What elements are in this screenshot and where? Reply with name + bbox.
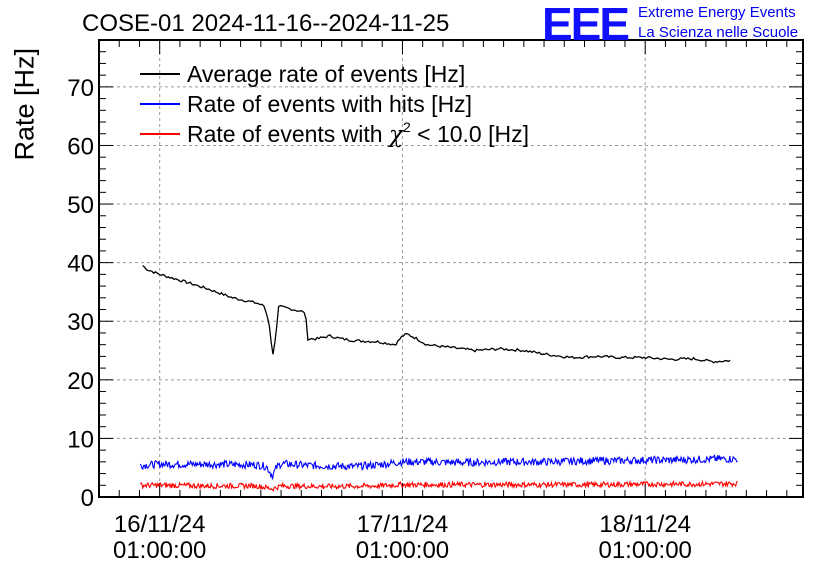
eee-logo: EEE <box>542 0 630 50</box>
legend-entry: Rate of events with hits [Hz] <box>187 91 472 117</box>
x-tick-label: 16/11/24 <box>114 511 206 538</box>
x-tick-label: 18/11/24 <box>599 511 691 538</box>
y-tick-label: 40 <box>67 251 94 278</box>
x-tick-label-time: 01:00:00 <box>113 537 206 564</box>
logo-caption-line1: Extreme Energy Events <box>638 4 796 21</box>
series-line-average-rate <box>142 265 731 364</box>
series-line-chi2-rate <box>139 479 738 492</box>
y-tick-label: 50 <box>67 192 94 219</box>
y-tick-label: 30 <box>67 309 94 336</box>
y-tick-label: 70 <box>67 75 94 102</box>
x-tick-label-time: 01:00:00 <box>598 537 691 564</box>
plot-frame <box>98 39 804 498</box>
y-tick-label: 60 <box>67 133 94 160</box>
chart-title: COSE-01 2024-11-16--2024-11-25 <box>82 10 450 37</box>
legend-entry: Average rate of events [Hz] <box>187 61 465 87</box>
y-tick-label: 10 <box>67 426 94 453</box>
series-line-hits-rate <box>139 454 738 480</box>
x-tick-label-time: 01:00:00 <box>356 537 449 564</box>
y-tick-label: 20 <box>67 368 94 395</box>
x-tick-label: 17/11/24 <box>357 511 449 538</box>
logo-caption-line2: La Scienza nelle Scuole <box>638 24 799 41</box>
y-tick-label: 0 <box>81 485 94 512</box>
legend-entry: Rate of events with χ2 < 10.0 [Hz] <box>187 119 529 148</box>
y-axis-label: Rate [Hz] <box>9 47 40 161</box>
